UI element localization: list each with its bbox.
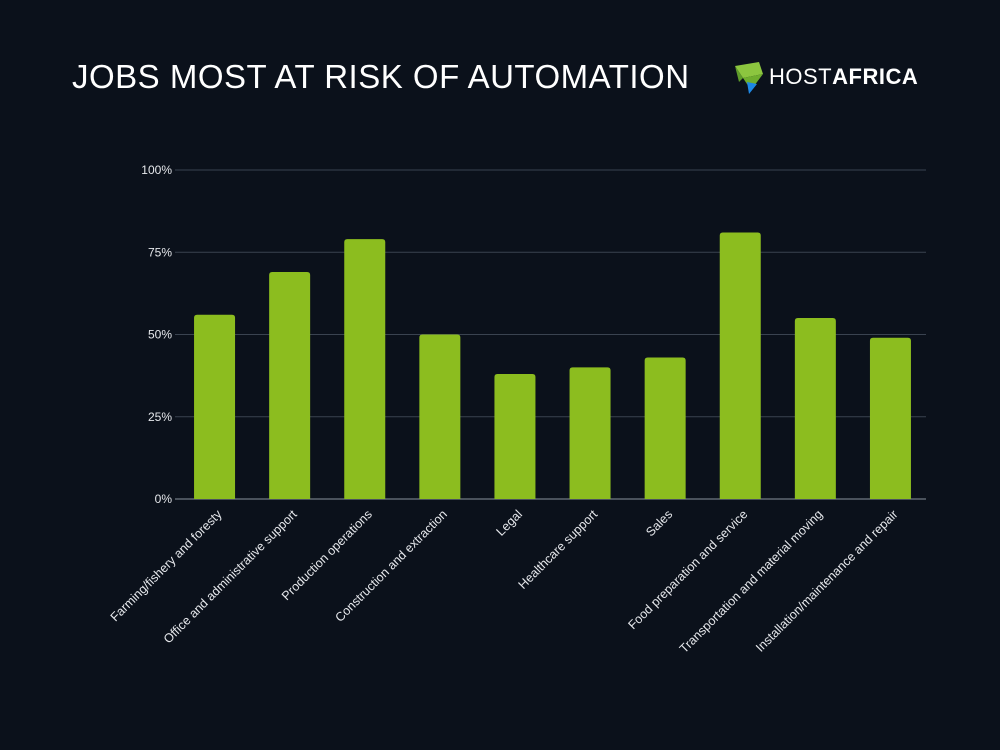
bar: [269, 271, 311, 499]
x-category-label: Installation/maintenance and repair: [753, 507, 900, 654]
x-category-label: Healthcare support: [516, 507, 601, 592]
bar: [344, 239, 386, 499]
y-tick-label: 100%: [141, 163, 172, 177]
x-category-label: Transportation and material moving: [677, 507, 826, 656]
y-tick-label: 75%: [148, 245, 172, 259]
hostafrica-logo: HOSTAFRICA: [733, 60, 918, 94]
x-category-label: Sales: [643, 507, 675, 539]
x-category-label: Legal: [494, 507, 526, 539]
bar: [794, 318, 836, 499]
logo-wordmark: HOSTAFRICA: [769, 64, 918, 90]
bar: [494, 373, 536, 499]
logo-text-africa: AFRICA: [832, 64, 919, 89]
chart-title: JOBS MOST AT RISK OF AUTOMATION: [72, 58, 690, 95]
bar: [569, 367, 611, 499]
bar: [869, 337, 911, 499]
bar: [194, 314, 236, 499]
y-tick-label: 25%: [148, 410, 172, 424]
y-tick-label: 50%: [148, 328, 172, 342]
bar: [419, 334, 461, 499]
x-category-label: Food preparation and service: [625, 507, 750, 632]
y-tick-label: 0%: [155, 492, 173, 506]
hostafrica-logo-icon: [735, 62, 763, 94]
x-category-label: Office and administrative support: [161, 507, 300, 646]
bar: [644, 357, 686, 499]
bar: [719, 232, 761, 499]
logo-text-host: HOST: [769, 64, 833, 89]
